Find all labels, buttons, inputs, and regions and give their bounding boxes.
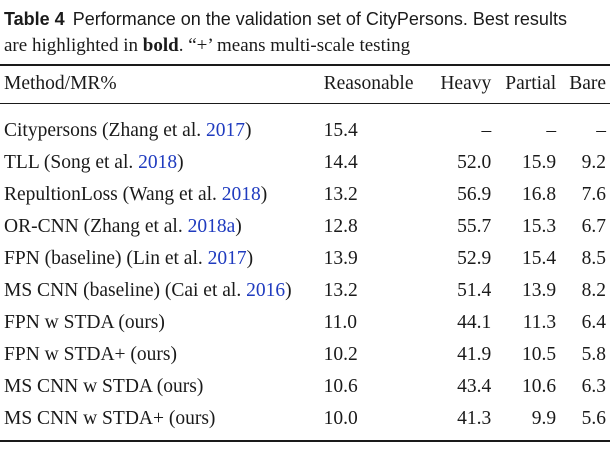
heavy-cell: 43.4 [457, 376, 492, 397]
table-caption: Table 4 Performance on the validation set… [4, 6, 604, 59]
partial-cell: 10.6 [522, 376, 557, 397]
results-table: Method/MR% Reasonable Heavy Partial Bare… [0, 66, 610, 435]
table-row: OR-CNN (Zhang et al. 2018a) 12.8 55.7 15… [0, 211, 610, 243]
header-row: Method/MR% Reasonable Heavy Partial Bare [0, 66, 610, 102]
citation-link[interactable]: 2018 [138, 152, 178, 173]
table-row: FPN (baseline) (Lin et al. 2017) 13.9 52… [0, 243, 610, 275]
heavy-cell: 52.9 [457, 248, 492, 269]
reasonable-cell: 15.4 [323, 120, 358, 141]
table-row: Citypersons (Zhang et al. 2017) 15.4 – –… [0, 115, 610, 147]
method-cell: FPN w STDA (ours) [4, 312, 165, 333]
table-row: TLL (Song et al. 2018) 14.4 52.0 15.9 9.… [0, 147, 610, 179]
reasonable-cell: 13.2 [323, 280, 358, 301]
method-cell: TLL (Song et al. 2018) [4, 152, 184, 173]
caption-bold-word: bold [142, 35, 179, 56]
header-partial: Partial [505, 73, 557, 94]
reasonable-cell: 13.9 [323, 248, 358, 269]
header-heavy: Heavy [440, 73, 492, 94]
method-cell: MS CNN (baseline) (Cai et al. 2016) [4, 280, 292, 301]
reasonable-cell: 10.2 [323, 344, 358, 365]
reasonable-cell: 14.4 [323, 152, 358, 173]
table-row: MS CNN w STDA+ (ours) 10.0 41.3 9.9 5.6 [0, 403, 610, 435]
header-method: Method/MR% [4, 73, 117, 94]
heavy-cell: 51.4 [457, 280, 492, 301]
partial-cell: 15.9 [522, 152, 557, 173]
table-row: FPN w STDA+ (ours) 10.2 41.9 10.5 5.8 [0, 339, 610, 371]
caption-label: Table 4 [4, 9, 65, 29]
bare-cell: 8.5 [581, 248, 606, 269]
header-reasonable: Reasonable [323, 73, 414, 94]
top-rule [0, 64, 610, 66]
heavy-cell: 56.9 [457, 184, 492, 205]
reasonable-cell: 11.0 [323, 312, 357, 333]
partial-cell: 11.3 [522, 312, 557, 333]
citation-link[interactable]: 2017 [206, 120, 245, 141]
bare-cell: 5.8 [581, 344, 606, 365]
method-cell: OR-CNN (Zhang et al. 2018a) [4, 216, 242, 237]
heavy-cell: 55.7 [457, 216, 492, 237]
caption-text-2: are highlighted in [4, 35, 139, 56]
bare-cell: – [596, 120, 606, 141]
bare-cell: 6.3 [581, 376, 606, 397]
table-row: FPN w STDA (ours) 11.0 44.1 11.3 6.4 [0, 307, 610, 339]
bare-cell: 9.2 [581, 152, 606, 173]
bare-cell: 7.6 [581, 184, 606, 205]
bare-cell: 8.2 [581, 280, 606, 301]
method-cell: RepultionLoss (Wang et al. 2018) [4, 184, 268, 205]
reasonable-cell: 12.8 [323, 216, 358, 237]
method-cell: MS CNN w STDA+ (ours) [4, 408, 216, 429]
table-row: RepultionLoss (Wang et al. 2018) 13.2 56… [0, 179, 610, 211]
header-bare: Bare [569, 73, 606, 94]
header-rule [0, 103, 610, 104]
citation-link[interactable]: 2018 [221, 184, 261, 205]
citation-link[interactable]: 2017 [207, 248, 247, 269]
caption-text-1: Performance on the validation set of Cit… [72, 9, 567, 29]
reasonable-cell: 10.6 [323, 376, 358, 397]
table-row: MS CNN w STDA (ours) 10.6 43.4 10.6 6.3 [0, 371, 610, 403]
bottom-rule [0, 440, 610, 442]
partial-cell: 10.5 [522, 344, 557, 365]
heavy-cell: 44.1 [457, 312, 492, 333]
partial-cell: 16.8 [522, 184, 557, 205]
reasonable-cell-best: 10.0 [323, 408, 358, 429]
partial-cell: 15.4 [522, 248, 557, 269]
bare-cell: 6.4 [581, 312, 606, 333]
partial-cell: 15.3 [522, 216, 557, 237]
method-cell: MS CNN w STDA (ours) [4, 376, 204, 397]
table-row: MS CNN (baseline) (Cai et al. 2016) 13.2… [0, 275, 610, 307]
heavy-cell: 41.9 [457, 344, 492, 365]
citation-link[interactable]: 2018a [187, 216, 236, 237]
bare-cell-best: 5.6 [581, 408, 606, 429]
citation-link[interactable]: 2016 [246, 280, 286, 301]
reasonable-cell: 13.2 [323, 184, 358, 205]
heavy-cell-best: 41.3 [457, 408, 492, 429]
partial-cell: 13.9 [522, 280, 557, 301]
method-cell: Citypersons (Zhang et al. 2017) [4, 120, 252, 141]
partial-cell-best: 9.9 [531, 408, 557, 429]
caption-text-3: . “+’ means multi-scale testing [178, 35, 411, 56]
heavy-cell: 52.0 [457, 152, 492, 173]
heavy-cell: – [481, 120, 492, 141]
method-cell: FPN (baseline) (Lin et al. 2017) [4, 248, 254, 269]
method-cell: FPN w STDA+ (ours) [4, 344, 177, 365]
partial-cell: – [546, 120, 557, 141]
bare-cell: 6.7 [581, 216, 606, 237]
